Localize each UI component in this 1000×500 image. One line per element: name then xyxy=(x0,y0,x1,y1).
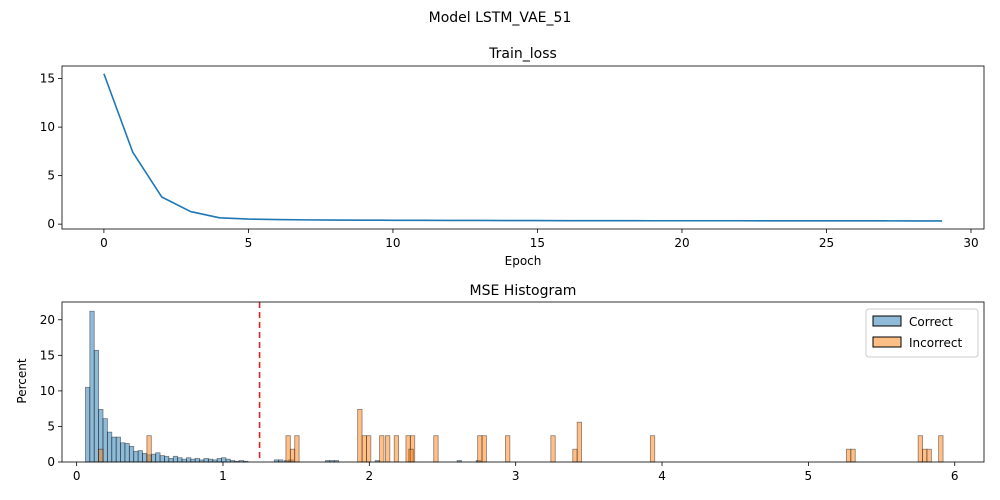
loss-y-tick-label: 15 xyxy=(40,72,55,86)
hist-bar-incorrect xyxy=(576,421,582,463)
hist-bar-correct xyxy=(203,458,209,463)
loss-x-label: Epoch xyxy=(505,254,542,268)
hist-y-tick-label: 5 xyxy=(47,419,55,433)
hist-x-tick-label: 5 xyxy=(805,469,813,483)
hist-bar-incorrect xyxy=(433,435,439,463)
hist-bar-incorrect xyxy=(926,448,932,463)
legend-swatch-correct xyxy=(872,315,902,327)
hist-y-label: Percent xyxy=(15,358,29,403)
loss-x-tick-label: 20 xyxy=(674,236,689,250)
hist-x-tick-label: 6 xyxy=(951,469,959,483)
hist-x-tick-label: 2 xyxy=(366,469,374,483)
hist-bar-correct xyxy=(115,436,121,463)
loss-x-tick-label: 10 xyxy=(385,236,400,250)
hist-bar-incorrect xyxy=(289,448,296,463)
hist-y-tick-label: 10 xyxy=(40,384,55,398)
hist-bar-incorrect xyxy=(550,435,556,463)
hist-bar-incorrect xyxy=(572,448,578,463)
hist-bar-incorrect xyxy=(285,435,291,463)
hist-bar-incorrect xyxy=(922,448,928,463)
loss-plot-title: Train_loss xyxy=(488,46,557,62)
loss-y-tick-label: 5 xyxy=(47,169,55,183)
hist-bar-correct xyxy=(194,458,201,463)
hist-bar-correct xyxy=(93,349,100,463)
hist-bar-incorrect xyxy=(366,435,372,463)
loss-x-tick-label: 30 xyxy=(963,236,978,250)
loss-x-tick-label: 15 xyxy=(530,236,545,250)
loss-y-tick-label: 0 xyxy=(47,217,55,231)
hist-bar-incorrect xyxy=(846,448,852,463)
hist-bar-correct xyxy=(133,450,139,463)
legend-swatch-incorrect xyxy=(872,336,902,348)
hist-bar-correct xyxy=(172,455,179,463)
hist-x-tick-label: 1 xyxy=(219,469,227,483)
loss-axes: 0 5 10 15 20 25 30 0 5 10 15 xyxy=(40,65,985,250)
legend: Correct Incorrect xyxy=(865,308,979,358)
hist-bar-incorrect xyxy=(294,435,300,463)
hist-bar-correct xyxy=(225,458,231,463)
hist-bar-correct xyxy=(221,457,227,463)
hist-bar-incorrect xyxy=(477,435,483,463)
hist-bar-incorrect xyxy=(361,435,367,463)
hist-bar-correct xyxy=(124,443,130,463)
hist-bar-correct xyxy=(111,436,117,463)
hist-bar-correct xyxy=(216,458,222,463)
figure-suptitle: Model LSTM_VAE_51 xyxy=(429,10,572,26)
hist-bar-correct xyxy=(106,431,113,463)
hist-bar-incorrect xyxy=(938,435,944,463)
mse-histogram: MSE Histogram 0 1 2 3 4 5 6 0 5 10 15 20 Percent Co… xyxy=(15,283,985,483)
hist-bar-correct xyxy=(142,453,148,463)
hist-bar-incorrect xyxy=(385,435,391,463)
hist-axes: 0 1 2 3 4 5 6 0 5 10 15 20 xyxy=(40,301,985,483)
hist-bar-incorrect xyxy=(481,435,487,463)
hist-x-tick-label: 4 xyxy=(658,469,666,483)
legend-label-incorrect: Incorrect xyxy=(909,336,962,350)
hist-bar-correct xyxy=(207,458,214,463)
hist-bar-incorrect xyxy=(146,435,152,463)
loss-plot: Train_loss 0 5 10 15 20 25 30 0 5 10 15 Epoch xyxy=(40,46,985,268)
hist-bar-correct xyxy=(150,453,157,463)
hist-y-tick-label: 20 xyxy=(40,313,55,327)
hist-bar-correct xyxy=(128,445,135,463)
hist-bar-incorrect xyxy=(408,448,414,463)
hist-bar-correct xyxy=(155,452,161,463)
hist-bar-incorrect xyxy=(393,435,400,463)
hist-bar-correct xyxy=(190,458,196,463)
loss-axes-frame xyxy=(61,65,985,230)
hist-bar-incorrect xyxy=(505,435,511,463)
hist-x-tick-label: 0 xyxy=(73,469,81,483)
hist-bar-correct xyxy=(185,457,192,463)
hist-bar-correct xyxy=(89,310,95,463)
hist-bar-correct xyxy=(168,458,174,463)
hist-bar-correct xyxy=(159,455,165,463)
loss-x-tick-label: 25 xyxy=(819,236,834,250)
loss-x-tick-label: 0 xyxy=(100,236,108,250)
hist-bar-incorrect xyxy=(379,435,385,463)
hist-bar-correct xyxy=(102,418,108,463)
hist-bar-correct xyxy=(120,442,126,463)
hist-bar-correct xyxy=(137,450,143,463)
hist-bar-correct xyxy=(85,386,91,463)
legend-label-correct: Correct xyxy=(909,315,953,329)
loss-x-tick-label: 5 xyxy=(245,236,253,250)
hist-y-tick-label: 0 xyxy=(47,455,55,469)
hist-x-tick-label: 3 xyxy=(512,469,520,483)
hist-bar-correct xyxy=(177,457,183,463)
loss-line xyxy=(103,73,943,222)
loss-y-tick-label: 10 xyxy=(40,120,55,134)
hist-bar-incorrect xyxy=(917,435,923,463)
hist-bar-incorrect xyxy=(850,448,856,463)
hist-bar-incorrect xyxy=(357,408,363,463)
hist-bar-correct xyxy=(164,455,170,463)
mse-histogram-title: MSE Histogram xyxy=(470,283,577,299)
hist-y-tick-label: 15 xyxy=(40,348,55,362)
hist-bar-incorrect xyxy=(98,448,104,463)
hist-bar-correct xyxy=(181,458,187,463)
hist-axes-frame xyxy=(61,301,985,463)
hist-bar-incorrect xyxy=(649,435,656,463)
